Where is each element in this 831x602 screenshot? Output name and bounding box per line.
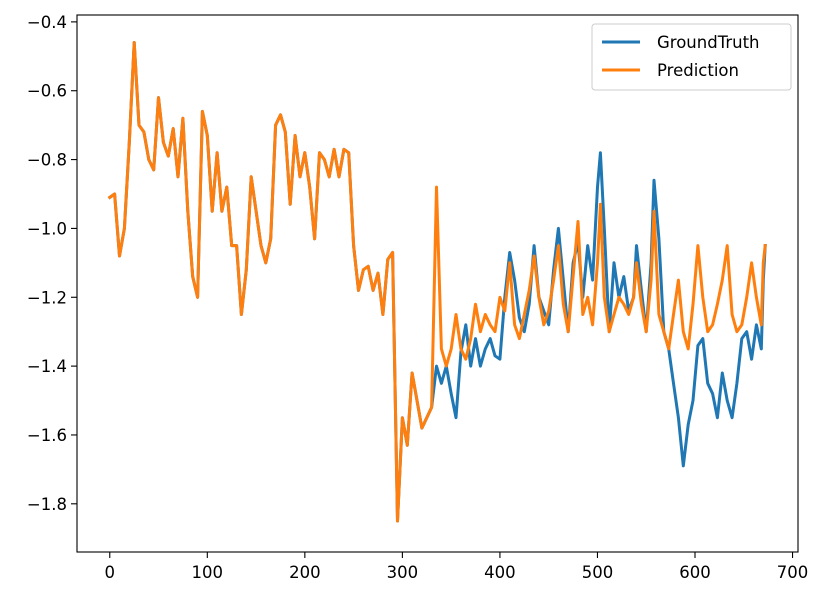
legend-label-groundtruth: GroundTruth (657, 33, 760, 52)
y-tick-label: −1.0 (27, 219, 67, 238)
x-tick-label: 500 (582, 563, 614, 582)
x-tick-label: 100 (192, 563, 224, 582)
legend: GroundTruth Prediction (591, 23, 792, 91)
x-tick-label: 200 (289, 563, 321, 582)
x-tick-label: 600 (679, 563, 711, 582)
legend-box (591, 23, 792, 91)
y-tick-label: −1.2 (27, 288, 67, 307)
plot-frame (76, 14, 799, 553)
x-tick-label: 300 (387, 563, 419, 582)
x-axis: 0 100 200 300 400 500 600 700 (105, 552, 809, 582)
series-layer (107, 41, 767, 523)
x-tick-label: 400 (484, 563, 516, 582)
x-tick-label: 0 (105, 563, 116, 582)
y-tick-label: −0.8 (27, 151, 67, 170)
y-tick-label: −1.4 (27, 357, 67, 376)
y-axis: −1.8 −1.6 −1.4 −1.2 −1.0 −0.8 −0.6 −0.4 (27, 13, 77, 514)
legend-label-prediction: Prediction (657, 61, 739, 80)
y-tick-label: −1.6 (27, 426, 67, 445)
series-line-prediction (107, 41, 767, 523)
y-tick-label: −1.8 (27, 495, 67, 514)
x-tick-label: 700 (777, 563, 809, 582)
y-tick-label: −0.6 (27, 82, 67, 101)
y-tick-label: −0.4 (27, 13, 67, 32)
